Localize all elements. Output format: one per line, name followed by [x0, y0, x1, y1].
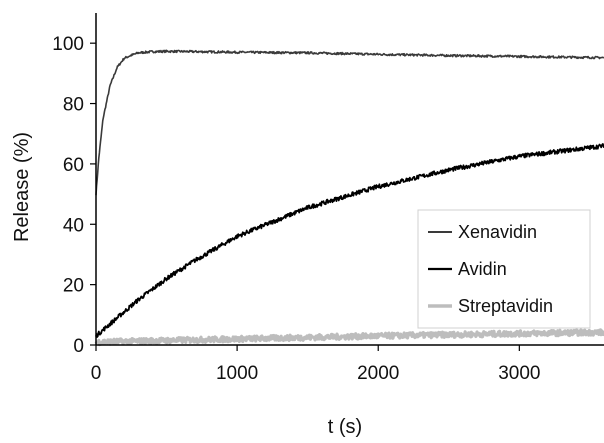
legend-label-xenavidin: Xenavidin: [458, 222, 537, 242]
series-line-streptavidin: [94, 328, 604, 347]
y-tick-label: 0: [73, 336, 84, 357]
y-tick-label: 20: [63, 276, 84, 297]
legend: Xenavidin Avidin Streptavidin: [417, 209, 591, 329]
y-tick-label: 60: [63, 155, 84, 176]
x-tick-label: 0: [91, 363, 102, 384]
x-axis-title: t (s): [328, 416, 362, 438]
legend-label-avidin: Avidin: [458, 259, 507, 279]
series-layer: [94, 49, 604, 347]
y-tick-label: 100: [52, 34, 84, 55]
series-line-avidin: [95, 143, 604, 338]
series-line-xenavidin: [95, 49, 604, 196]
y-axis-title: Release (%): [11, 132, 33, 242]
y-tick-label: 80: [63, 95, 84, 116]
y-tick-label: 40: [63, 215, 84, 236]
legend-label-streptavidin: Streptavidin: [458, 296, 553, 316]
x-tick-label: 2000: [357, 363, 399, 384]
x-tick-label: 3000: [498, 363, 540, 384]
x-tick-label: 1000: [216, 363, 258, 384]
